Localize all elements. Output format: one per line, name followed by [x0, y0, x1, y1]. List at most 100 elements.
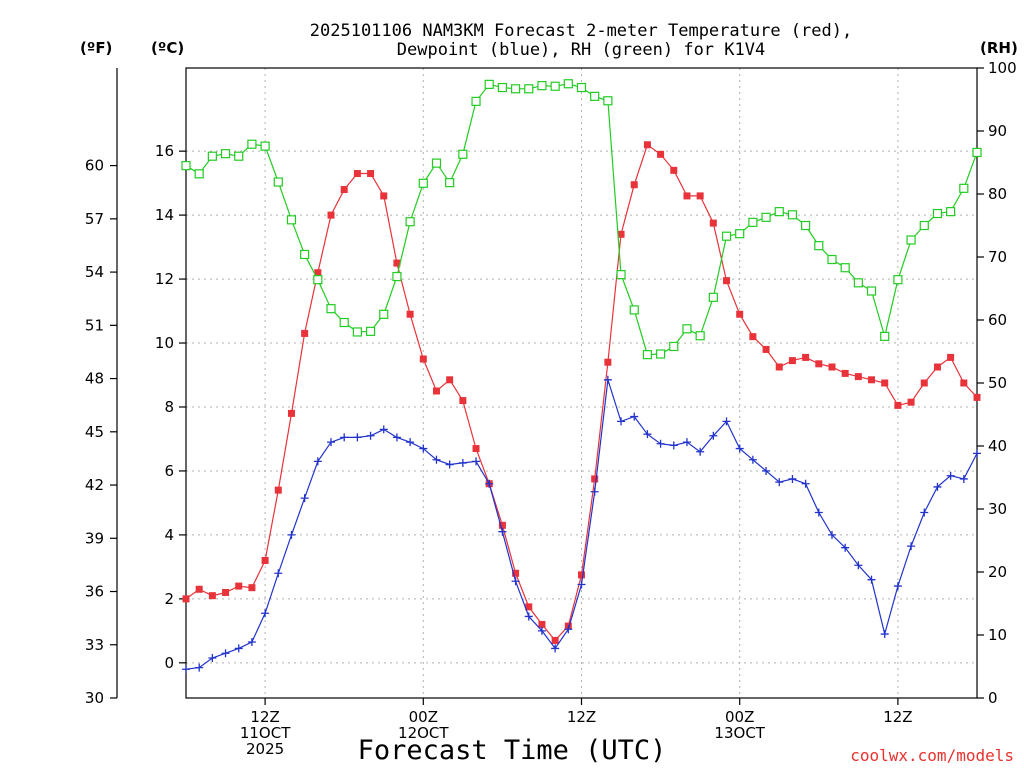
temperature-point-30 — [498, 521, 506, 529]
dewpoint-point-26 — [445, 460, 454, 469]
rh-point-46 — [708, 292, 718, 302]
rh-point-36 — [576, 82, 587, 93]
c-tick-label-10: 10 — [155, 334, 174, 352]
rh-point-15 — [300, 249, 310, 260]
temperature-point-33 — [538, 620, 546, 628]
rh-point-59 — [880, 331, 890, 341]
dewpoint-point-46 — [709, 431, 718, 440]
temperature-point-34 — [551, 636, 559, 644]
dewpoint-point-23 — [406, 438, 415, 447]
temperature-point-58 — [868, 376, 876, 384]
dewpoint-point-28 — [472, 457, 481, 466]
chart-title-line1: 2025101106 NAM3KM Forecast 2-meter Tempe… — [310, 21, 852, 41]
temperature-point-28 — [472, 445, 480, 453]
temperature-point-64 — [947, 353, 955, 361]
rh-tick-label-40: 40 — [988, 437, 1007, 455]
credit-text: coolwx.com/models — [850, 746, 1014, 765]
dewpoint-point-60 — [893, 582, 902, 591]
rh-point-35 — [563, 79, 573, 89]
temperature-point-65 — [960, 379, 968, 387]
dewpoint-point-14 — [287, 530, 296, 539]
temperature-point-61 — [907, 398, 915, 406]
temperature-point-56 — [841, 369, 849, 377]
rh-point-16 — [313, 275, 323, 285]
dewpoint-point-29 — [485, 479, 494, 488]
temperature-point-57 — [854, 373, 862, 381]
dewpoint-point-11 — [247, 638, 256, 647]
f-tick-label-30: 30 — [85, 689, 104, 707]
rh-point-64 — [946, 207, 956, 217]
dewpoint-point-45 — [696, 447, 705, 456]
x-tick-label-12-1: 11OCT — [240, 724, 291, 742]
series-layer — [181, 79, 982, 674]
axes: 30 33 36 39 42 45 48 51 54 57 60 0 2 4 6 8 10 12 14 16 0 10 20… — [85, 59, 1017, 758]
temperature-point-21 — [380, 192, 388, 200]
rh-point-42 — [655, 349, 666, 359]
rh-point-45 — [695, 331, 705, 341]
temperature-point-48 — [736, 310, 744, 318]
f-tick-label-60: 60 — [85, 157, 104, 175]
temperature-point-6 — [182, 595, 190, 603]
rh-point-53 — [801, 220, 811, 231]
dewpoint-point-35 — [564, 625, 573, 634]
dewpoint-point-33 — [537, 626, 546, 635]
x-tick-label-60-0: 12Z — [883, 708, 912, 726]
temperature-point-44 — [683, 192, 691, 200]
temperature-point-59 — [881, 379, 889, 387]
rh-point-41 — [642, 350, 653, 360]
dewpoint-point-47 — [722, 417, 731, 426]
temperature-point-26 — [446, 376, 454, 384]
rh-point-31 — [510, 84, 521, 94]
temperature-point-47 — [723, 277, 731, 285]
fahrenheit-unit-label: (ºF) — [80, 39, 112, 57]
f-tick-label-36: 36 — [85, 583, 104, 601]
rh-tick-label-70: 70 — [988, 248, 1007, 266]
temperature-point-16 — [314, 269, 322, 277]
c-tick-label-16: 16 — [155, 142, 174, 160]
rh-point-65 — [959, 183, 969, 193]
temperature-point-63 — [933, 363, 941, 371]
dewpoint-point-63 — [933, 482, 942, 491]
dewpoint-point-53 — [801, 479, 810, 488]
dewpoint-point-65 — [959, 474, 968, 483]
rh-point-24 — [418, 178, 428, 188]
x-axis-title: Forecast Time (UTC) — [358, 735, 667, 766]
c-tick-label-4: 4 — [164, 526, 174, 544]
dewpoint-point-16 — [313, 457, 322, 466]
x-tick-label-24-1: 12OCT — [398, 724, 449, 742]
rh-point-30 — [497, 82, 507, 93]
temperature-point-23 — [406, 310, 414, 318]
f-tick-label-33: 33 — [85, 636, 104, 654]
temperature-point-14 — [287, 409, 295, 417]
dewpoint-point-21 — [379, 425, 388, 434]
temperature-point-54 — [815, 360, 823, 368]
rh-point-18 — [339, 317, 349, 328]
dewpoint-point-57 — [854, 561, 863, 570]
rh-point-56 — [840, 263, 850, 273]
dewpoint-point-18 — [340, 433, 349, 442]
rh-point-29 — [484, 79, 494, 89]
rh-tick-label-20: 20 — [988, 563, 1007, 581]
rh-point-10 — [234, 151, 244, 161]
temperature-point-38 — [604, 358, 612, 366]
rh-unit-label: (RH) — [980, 39, 1018, 57]
f-tick-label-48: 48 — [85, 370, 104, 388]
temperature-point-43 — [670, 166, 678, 174]
rh-point-63 — [932, 208, 943, 219]
dewpoint-point-36 — [577, 580, 586, 589]
rh-point-9 — [220, 149, 231, 159]
dewpoint-point-32 — [524, 612, 533, 621]
rh-point-51 — [774, 207, 784, 217]
rh-point-44 — [682, 324, 692, 334]
rh-point-60 — [893, 275, 903, 285]
rh-point-54 — [814, 241, 824, 251]
temperature-point-52 — [788, 357, 796, 365]
dewpoint-point-34 — [551, 644, 560, 653]
x-tick-label-36-0: 12Z — [567, 708, 596, 726]
dewpoint-point-66 — [973, 449, 981, 458]
rh-point-47 — [721, 231, 732, 241]
rh-point-8 — [207, 151, 217, 161]
f-tick-label-39: 39 — [85, 529, 104, 547]
x-tick-label-48-1: 13OCT — [714, 724, 765, 742]
